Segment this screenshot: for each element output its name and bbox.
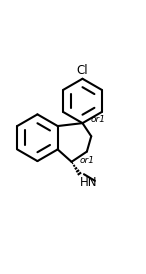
Text: Cl: Cl — [77, 64, 88, 76]
Text: or1: or1 — [91, 115, 106, 124]
Text: or1: or1 — [80, 156, 95, 165]
Text: HN: HN — [80, 176, 98, 189]
